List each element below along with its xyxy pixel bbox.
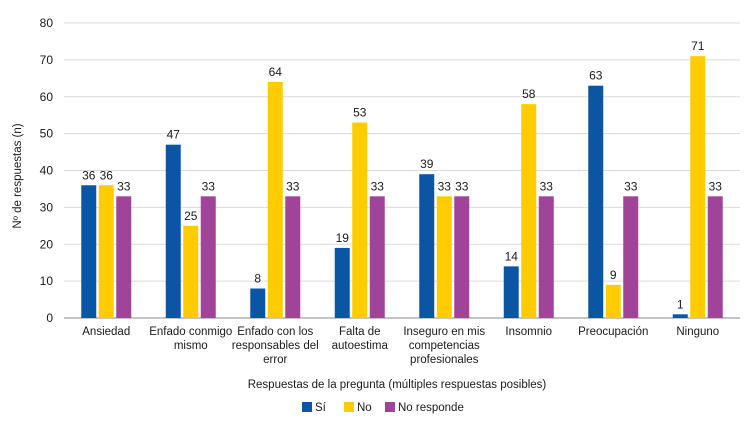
y-axis-ticks: 0 10 20 30 40 50 60 70 80 (40, 16, 54, 325)
category-label-line: error (263, 354, 287, 366)
bar (454, 196, 470, 318)
bar (538, 196, 554, 318)
bar (183, 225, 199, 318)
gridlines (64, 22, 740, 319)
legend-item: No (344, 402, 372, 414)
category-label-line: Enfado conmigo (149, 326, 232, 338)
data-label: 1 (677, 297, 684, 311)
category-label-line: Insomnio (505, 326, 552, 338)
category-label-line: responsables del (232, 340, 319, 352)
category-label: Preocupación (578, 326, 648, 338)
category-label: Ansiedad (82, 326, 130, 338)
y-tick-label: 40 (40, 164, 54, 178)
category-label-line: Preocupación (578, 326, 648, 338)
category-label-line: competencias (409, 340, 480, 352)
category-label-line: mismo (174, 340, 208, 352)
y-tick-label: 80 (40, 16, 54, 30)
legend-label: No (357, 402, 372, 414)
data-label: 33 (624, 179, 638, 193)
y-tick-label: 30 (40, 200, 54, 214)
bar (165, 144, 181, 318)
x-axis-title: Respuestas de la pregunta (múltiples res… (248, 379, 547, 391)
category-label-line: Ansiedad (82, 326, 130, 338)
bar (419, 174, 435, 318)
data-label: 33 (202, 179, 216, 193)
legend-swatch (385, 402, 395, 412)
bar (623, 196, 639, 318)
bar (334, 247, 350, 318)
bar (690, 56, 706, 318)
data-label: 64 (269, 65, 283, 79)
category-label: Falta de autoestima (332, 326, 389, 352)
data-label: 14 (505, 249, 519, 263)
data-label: 53 (353, 106, 367, 120)
legend: Sí No No responde (302, 402, 464, 414)
bars (81, 56, 723, 318)
category-label: Ninguno (676, 326, 719, 338)
category-label-line: Enfado con los (237, 326, 313, 338)
data-label: 19 (336, 231, 350, 245)
bar (672, 314, 688, 318)
y-tick-label: 20 (40, 237, 54, 251)
data-label: 9 (610, 268, 617, 282)
bar (352, 122, 368, 318)
bar (285, 196, 301, 318)
bar (267, 82, 283, 318)
category-label: Inseguro en mis competencias profesionales (403, 326, 485, 366)
data-label: 33 (540, 179, 554, 193)
x-axis-categories: Ansiedad Enfado conmigo mismo Enfado con lo… (82, 326, 719, 366)
y-tick-label: 10 (40, 274, 54, 288)
bar (605, 284, 621, 318)
data-label: 33 (371, 179, 385, 193)
data-label: 33 (286, 179, 300, 193)
legend-label: Sí (315, 402, 327, 414)
data-label: 8 (254, 272, 261, 286)
data-label: 71 (691, 39, 705, 53)
data-label: 25 (184, 209, 198, 223)
y-tick-label: 60 (40, 90, 54, 104)
category-label-line: autoestima (332, 340, 389, 352)
data-label: 36 (100, 168, 114, 182)
category-label-line: profesionales (410, 354, 479, 366)
category-label-line: Falta de (339, 326, 381, 338)
legend-swatch (302, 402, 312, 412)
legend-item: Sí (302, 402, 327, 414)
category-label-line: Ninguno (676, 326, 719, 338)
data-label: 39 (420, 157, 434, 171)
bar (116, 196, 132, 318)
bar (81, 185, 97, 318)
data-label: 33 (117, 179, 131, 193)
legend-label: No responde (398, 402, 464, 414)
y-tick-label: 50 (40, 127, 54, 141)
data-label: 63 (589, 69, 603, 83)
bar (200, 196, 216, 318)
bar (503, 266, 519, 318)
category-label: Enfado conmigo mismo (149, 326, 232, 352)
data-label: 33 (438, 179, 452, 193)
bar (436, 196, 452, 318)
data-label: 33 (455, 179, 469, 193)
data-label: 36 (82, 168, 96, 182)
data-label: 33 (709, 179, 723, 193)
y-tick-label: 0 (46, 311, 53, 325)
legend-swatch (344, 402, 354, 412)
data-label: 58 (522, 87, 536, 101)
y-tick-label: 70 (40, 53, 54, 67)
bar (588, 85, 604, 318)
bar (250, 288, 266, 318)
category-label: Insomnio (505, 326, 552, 338)
y-axis-title: Nº de respuestas (n) (12, 123, 24, 228)
data-label: 47 (167, 128, 181, 142)
bar (98, 185, 114, 318)
category-label-line: Inseguro en mis (403, 326, 485, 338)
legend-item: No responde (385, 402, 464, 414)
bar (707, 196, 723, 318)
bar (369, 196, 385, 318)
bar (521, 104, 537, 318)
category-label: Enfado con los responsables del error (232, 326, 319, 366)
